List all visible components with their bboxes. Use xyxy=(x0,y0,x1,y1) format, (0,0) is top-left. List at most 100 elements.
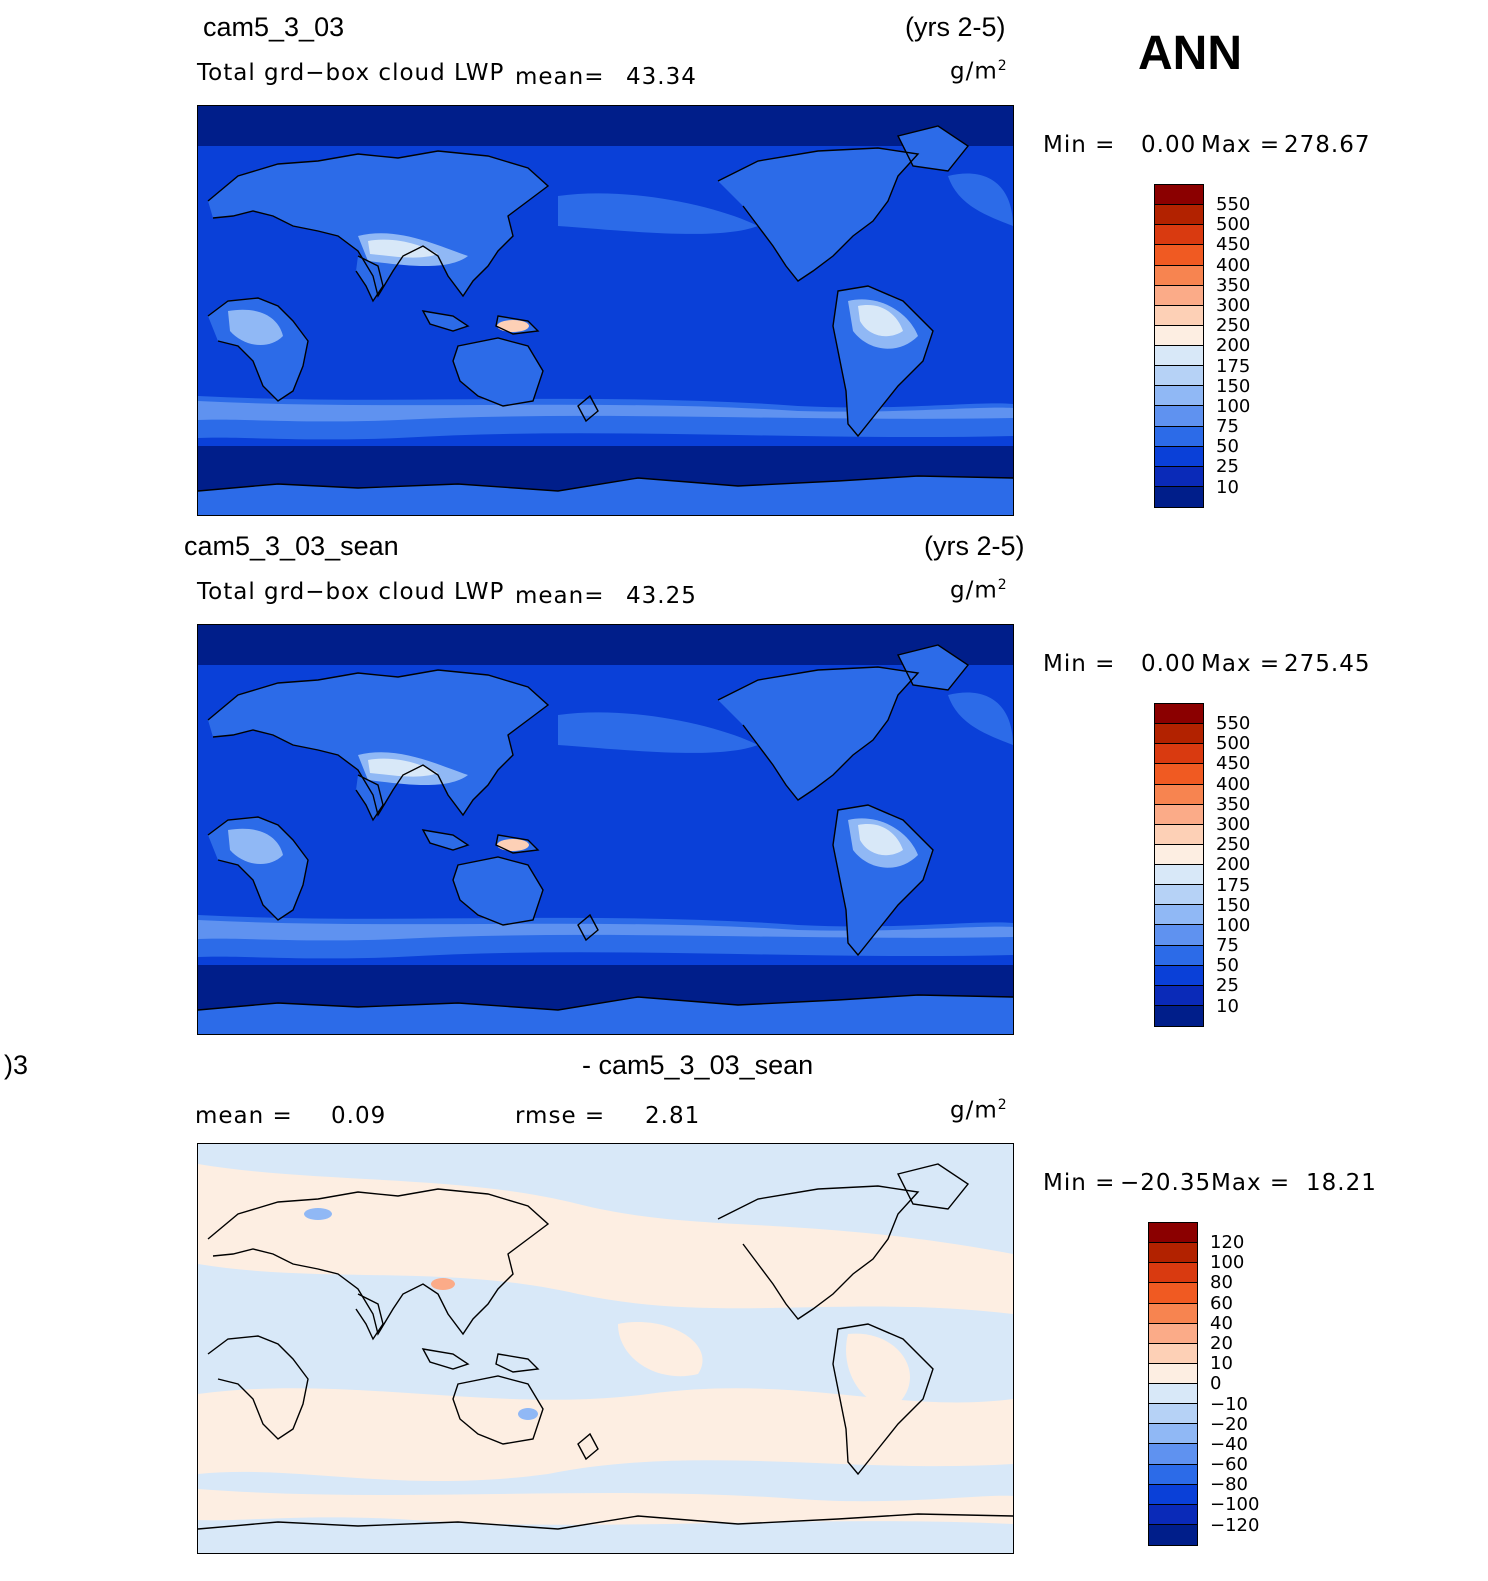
colorbar-tick-label: −60 xyxy=(1210,1454,1248,1476)
colorbar-tick-label: 400 xyxy=(1216,254,1251,276)
peak-lwp-region xyxy=(368,239,438,258)
colorbar-tick-label: 0 xyxy=(1210,1373,1222,1395)
coastline xyxy=(577,1432,599,1461)
panel3-colorbar-labels: 120 100 80 60 40 20 10 0 −10 −20 −40 −60 −80 −100 −120 xyxy=(1210,1232,1260,1536)
panel3-units: g/m2 xyxy=(950,1097,1008,1124)
colorbar-swatch xyxy=(1149,1404,1197,1425)
colorbar-tick-label: 120 xyxy=(1210,1232,1245,1253)
colorbar-tick-label: 300 xyxy=(1216,813,1251,835)
colorbar-tick-label: 250 xyxy=(1216,315,1251,337)
coastline xyxy=(207,150,550,298)
panel1-mean-label: mean= xyxy=(515,64,605,90)
coastline xyxy=(198,1513,1013,1530)
colorbar-tick-label: −10 xyxy=(1210,1393,1248,1415)
panel2-mean-label: mean= xyxy=(515,583,605,609)
panel2-min-value: 0.00 xyxy=(1141,651,1197,677)
panel2-max-value: 275.45 xyxy=(1284,651,1371,677)
colorbar-tick-label: 50 xyxy=(1216,436,1239,458)
positive-anomaly-region xyxy=(198,1489,1013,1525)
coastline xyxy=(717,666,920,801)
colorbar-swatch xyxy=(1155,265,1203,286)
colorbar-tick-label: 20 xyxy=(1210,1332,1233,1354)
colorbar-swatch xyxy=(1155,824,1203,845)
panel3-rmse-label: rmse = xyxy=(515,1103,606,1129)
colorbar-tick-label: 80 xyxy=(1210,1272,1233,1294)
colorbar-swatch xyxy=(1149,1303,1197,1324)
positive-anomaly-spot xyxy=(431,1278,455,1290)
positive-anomaly-region xyxy=(198,1388,1013,1482)
colorbar-swatch xyxy=(1155,346,1203,367)
coastline xyxy=(207,1188,550,1336)
land-region xyxy=(423,830,468,850)
land-region xyxy=(198,476,1013,515)
colorbar-swatch xyxy=(1155,764,1203,785)
peak-lwp-region xyxy=(368,758,438,777)
colorbar-swatch xyxy=(1149,1524,1197,1545)
coastline xyxy=(832,1323,934,1476)
panel1-colorbar xyxy=(1154,184,1204,508)
colorbar-swatch xyxy=(1149,1484,1197,1505)
colorbar-swatch xyxy=(1155,185,1203,206)
colorbar-swatch xyxy=(1149,1323,1197,1344)
colorbar-swatch xyxy=(1155,844,1203,865)
colorbar-swatch xyxy=(1149,1424,1197,1445)
panel2-variable: Total grd−box cloud LWP xyxy=(197,579,505,605)
colorbar-swatch xyxy=(1155,865,1203,886)
colorbar-swatch xyxy=(1155,985,1203,1006)
land-region xyxy=(198,995,1013,1034)
land-region xyxy=(423,311,468,331)
colorbar-tick-label: 75 xyxy=(1216,935,1239,957)
coastline xyxy=(421,829,470,851)
colorbar-tick-label: 550 xyxy=(1216,194,1251,215)
colorbar-swatch xyxy=(1155,366,1203,387)
colorbar-swatch xyxy=(1155,724,1203,745)
storm-track-core xyxy=(198,920,1013,941)
colorbar-tick-label: 40 xyxy=(1210,1312,1233,1334)
colorbar-tick-label: 175 xyxy=(1216,874,1251,896)
colorbar-swatch xyxy=(1155,486,1203,507)
panel3-map xyxy=(197,1143,1014,1554)
peak-lwp-region xyxy=(858,824,903,856)
land-region xyxy=(898,645,968,690)
north-pacific-band xyxy=(558,193,758,234)
colorbar-swatch xyxy=(1155,426,1203,447)
panel1-map xyxy=(197,105,1014,516)
panel1-max-value: 278.67 xyxy=(1284,132,1371,158)
colorbar-swatch xyxy=(1155,386,1203,407)
colorbar-swatch xyxy=(1155,945,1203,966)
colorbar-swatch xyxy=(1155,1005,1203,1026)
colorbar-tick-label: 550 xyxy=(1216,713,1251,734)
panel2-units: g/m2 xyxy=(950,577,1008,604)
colorbar-swatch xyxy=(1155,704,1203,725)
north-pacific-band xyxy=(558,712,758,753)
coastline xyxy=(896,125,970,172)
panel2-years: (yrs 2-5) xyxy=(924,531,1025,561)
colorbar-swatch xyxy=(1155,466,1203,487)
panel3-max-label: Max = xyxy=(1211,1170,1291,1196)
colorbar-swatch xyxy=(1155,245,1203,266)
colorbar-tick-label: 50 xyxy=(1216,955,1239,977)
positive-anomaly-region xyxy=(846,1333,910,1406)
colorbar-swatch xyxy=(1155,905,1203,926)
panel3-min-value: −20.35 xyxy=(1120,1170,1212,1196)
panel1-max-label: Max = xyxy=(1201,132,1281,158)
colorbar-tick-label: −40 xyxy=(1210,1433,1248,1455)
coastline xyxy=(207,669,550,817)
coastline xyxy=(577,913,599,942)
panel3-case-left: )3 xyxy=(4,1050,29,1080)
colorbar-tick-label: 10 xyxy=(1216,995,1239,1017)
colorbar-swatch xyxy=(1149,1263,1197,1284)
colorbar-swatch xyxy=(1149,1283,1197,1304)
polar-band-north xyxy=(198,625,1013,665)
north-atlantic-band xyxy=(948,173,1013,226)
panel1-case-name: cam5_3_03 xyxy=(203,12,345,42)
coastline xyxy=(495,834,540,854)
storm-track-core xyxy=(198,401,1013,422)
colorbar-swatch xyxy=(1149,1363,1197,1384)
colorbar-tick-label: −20 xyxy=(1210,1413,1248,1435)
colorbar-swatch xyxy=(1155,744,1203,765)
colorbar-swatch xyxy=(1155,285,1203,306)
land-region xyxy=(453,338,543,406)
colorbar-tick-label: −100 xyxy=(1210,1494,1260,1516)
coastline xyxy=(421,1348,470,1370)
